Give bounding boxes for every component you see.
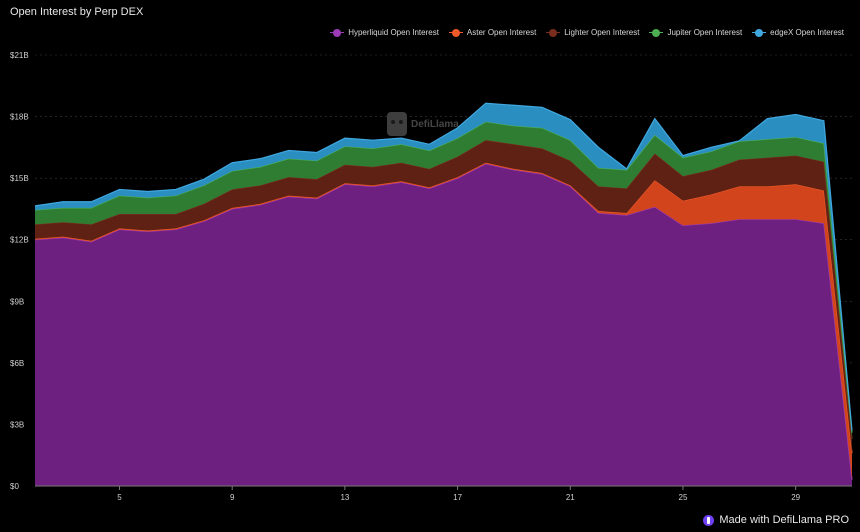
x-tick-label: 25 <box>679 493 688 502</box>
edgex-open-interest-line <box>34 102 853 431</box>
legend-swatch-icon <box>649 28 664 37</box>
lighter-open-interest-area <box>35 140 852 454</box>
y-tick-label: $9B <box>10 297 24 306</box>
x-tick-label: 29 <box>791 493 800 502</box>
legend-label: Lighter Open Interest <box>564 28 640 37</box>
x-tick-label: 21 <box>566 493 575 502</box>
legend-swatch-icon <box>546 28 561 37</box>
x-tick-label: 13 <box>340 493 349 502</box>
watermark: DefiLlama <box>387 112 459 136</box>
made-with-badge[interactable]: Made with DefiLlama PRO <box>703 514 849 526</box>
jupiter-open-interest-area <box>35 121 852 439</box>
hyperliquid-open-interest-line <box>34 163 853 480</box>
legend-item[interactable]: Jupiter Open Interest <box>649 28 742 37</box>
aster-open-interest-area <box>35 162 852 480</box>
y-tick-label: $3B <box>10 420 24 429</box>
legend-label: edgeX Open Interest <box>770 28 844 37</box>
legend-item[interactable]: Hyperliquid Open Interest <box>330 28 439 37</box>
legend-swatch-icon <box>752 28 767 37</box>
y-tick-label: $18B <box>10 113 29 122</box>
legend-label: Hyperliquid Open Interest <box>348 28 439 37</box>
x-tick-label: 17 <box>453 493 462 502</box>
x-tick-label: 9 <box>230 493 235 502</box>
legend-label: Jupiter Open Interest <box>667 28 743 37</box>
hyperliquid-open-interest-area <box>35 163 852 486</box>
x-tick-label: 5 <box>117 493 122 502</box>
y-tick-label: $21B <box>10 51 29 60</box>
edgex-open-interest-area <box>35 103 852 433</box>
legend-label: Aster Open Interest <box>466 28 537 37</box>
y-tick-label: $0 <box>10 482 19 491</box>
axis-layer: $0 $3B $6B $9B $12B $15B $18B $21B 5 9 13 17 21 25 29 <box>10 51 852 502</box>
y-tick-label: $15B <box>10 174 29 183</box>
y-tick-label: $12B <box>10 236 29 245</box>
y-tick-label: $6B <box>10 359 24 368</box>
legend: Hyperliquid Open Interest Aster Open Inte… <box>330 28 844 37</box>
legend-item[interactable]: Lighter Open Interest <box>546 28 639 37</box>
area-layer <box>34 102 853 486</box>
llama-logo-icon <box>387 112 407 136</box>
chart-title: Open Interest by Perp DEX <box>10 6 144 18</box>
defillama-pro-icon <box>703 514 715 526</box>
legend-item[interactable]: Aster Open Interest <box>448 28 537 37</box>
legend-swatch-icon <box>448 28 463 37</box>
legend-swatch-icon <box>330 28 345 37</box>
badge-label: Made with DefiLlama PRO <box>719 514 849 526</box>
watermark-label: DefiLlama <box>411 118 459 130</box>
legend-item[interactable]: edgeX Open Interest <box>752 28 844 37</box>
